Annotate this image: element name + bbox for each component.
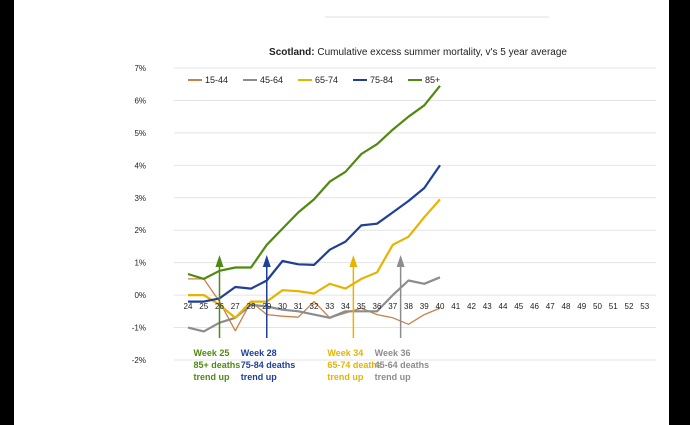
y-tick-label: 5% [134,129,146,138]
annotation-line: 45-64 deaths [375,360,430,370]
chart-title-bold: Scotland: [269,47,315,58]
annotation-arrowhead [262,255,271,267]
x-tick-label: 31 [294,302,303,311]
annotation-line: 65-74 deaths [327,360,382,370]
annotation-label: Week 34 65-74 deaths trend up [327,348,382,382]
annotation-line: trend up [327,372,363,382]
legend-label: 65-74 [315,75,338,85]
x-tick-label: 46 [530,302,539,311]
y-tick-label: 1% [134,259,146,268]
annotation-label: Week 25 85+ deaths trend up [194,348,241,382]
x-tick-label: 45 [514,302,523,311]
y-tick-label: 4% [134,161,146,170]
x-tick-label: 28 [247,302,256,311]
annotation-arrowhead [396,255,405,267]
x-tick-label: 32 [310,302,319,311]
x-tick-label: 37 [388,302,397,311]
y-tick-label: -1% [132,324,146,333]
chart-title: Scotland: Cumulative excess summer morta… [269,47,567,58]
annotation-line: Week 25 [194,348,230,358]
x-tick-label: 53 [640,302,649,311]
chart-title-rest: Cumulative excess summer mortality, v's … [315,47,568,58]
x-tick-label: 52 [625,302,634,311]
x-tick-label: 47 [546,302,555,311]
y-tick-label: 7% [134,64,146,73]
x-tick-label: 40 [436,302,445,311]
annotation-line: 75-84 deaths [241,360,296,370]
x-tick-label: 39 [420,302,429,311]
x-tick-label: 30 [278,302,287,311]
x-tick-label: 44 [499,302,508,311]
x-axis-ticks: 2425262728293031323334353637383940414243… [184,302,650,311]
y-tick-label: 3% [134,194,146,203]
series-lines [187,85,441,333]
legend-label: 45-64 [260,75,283,85]
annotation-line: trend up [375,372,411,382]
x-tick-label: 49 [577,302,586,311]
series-line-85+ [187,85,441,280]
series-line-45-64 [187,276,441,333]
x-tick-label: 33 [325,302,334,311]
annotation-arrowhead [349,255,358,267]
annotation-line: trend up [241,372,277,382]
x-tick-label: 27 [231,302,240,311]
x-tick-label: 34 [341,302,350,311]
x-tick-label: 41 [451,302,460,311]
annotation-label: Week 28 75-84 deaths trend up [241,348,296,382]
x-tick-label: 48 [562,302,571,311]
x-tick-label: 35 [357,302,366,311]
legend-label: 75-84 [370,75,393,85]
chart-canvas: Scotland: Cumulative excess summer morta… [14,0,669,425]
annotation-line: Week 36 [375,348,411,358]
legend-label: 85+ [425,75,440,85]
series-line-65-74 [188,198,441,319]
y-tick-label: 0% [134,291,146,300]
y-axis-ticks: -2% -1% 0% 1% 2% 3% 4% 5% 6% 7% [132,64,146,365]
annotation-line: Week 34 [327,348,363,358]
y-tick-label: 6% [134,96,146,105]
x-tick-label: 24 [184,302,193,311]
annotation-arrowhead [215,255,224,267]
x-tick-label: 51 [609,302,618,311]
x-tick-label: 38 [404,302,413,311]
x-tick-label: 43 [483,302,492,311]
legend: 15-44 45-64 65-74 75-84 85+ [188,75,440,85]
annotation-line: trend up [194,372,230,382]
annotation-line: Week 28 [241,348,277,358]
annotation-label: Week 36 45-64 deaths trend up [375,348,430,382]
y-tick-label: -2% [132,356,146,365]
series-line-75-84 [188,164,441,303]
x-tick-label: 42 [467,302,476,311]
x-tick-label: 25 [199,302,208,311]
series-line-15-44 [188,278,441,332]
legend-label: 15-44 [205,75,228,85]
x-tick-label: 50 [593,302,602,311]
chart-svg: Scotland: Cumulative excess summer morta… [132,16,656,382]
x-tick-label: 36 [373,302,382,311]
y-tick-label: 2% [134,226,146,235]
annotation-line: 85+ deaths [194,360,241,370]
